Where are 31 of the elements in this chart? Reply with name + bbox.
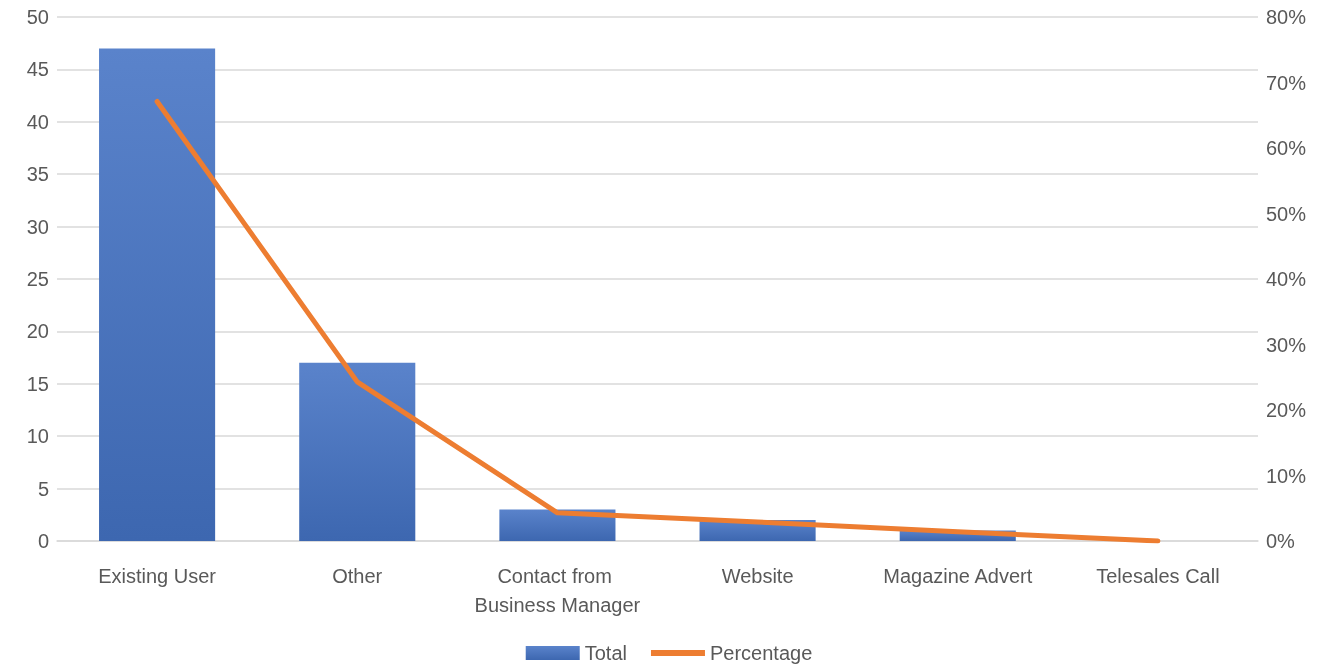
legend-label: Percentage [709, 642, 813, 664]
bar [99, 48, 216, 541]
y-tick-label: 40 [26, 110, 49, 133]
y2-tick-label: 30% [1266, 333, 1307, 356]
y-tick-label: 5 [37, 477, 49, 500]
x-tick-label: Existing User [98, 564, 217, 587]
bar [299, 362, 416, 541]
x-tick-label: Other [332, 564, 383, 587]
y2-tick-label: 50% [1266, 202, 1307, 225]
y-tick-label: 45 [26, 58, 49, 81]
y2-tick-label: 0% [1266, 530, 1296, 552]
y-tick-label: 25 [26, 268, 49, 290]
y-tick-label: 10 [26, 425, 49, 448]
y-tick-label: 20 [26, 320, 49, 343]
y2-tick-label: 20% [1266, 399, 1307, 421]
x-tick-label: Telesales Call [1096, 564, 1220, 587]
y-tick-label: 15 [26, 372, 49, 395]
y2-tick-label: 60% [1266, 137, 1307, 159]
y-tick-label: 30 [26, 215, 49, 238]
bar [499, 509, 616, 541]
y-tick-label: 50 [26, 6, 49, 28]
y2-tick-label: 10% [1266, 464, 1307, 487]
y2-tick-label: 80% [1266, 6, 1307, 28]
x-tick-label: Contact from Business Manager [474, 564, 641, 616]
y2-tick-label: 40% [1266, 268, 1307, 290]
y-tick-label: 0 [37, 530, 49, 552]
x-tick-label: Magazine Advert [883, 564, 1033, 587]
y2-tick-label: 70% [1266, 71, 1307, 94]
y-tick-label: 35 [26, 163, 49, 186]
legend-label: Total [584, 642, 627, 664]
x-tick-label: Website [721, 564, 794, 587]
